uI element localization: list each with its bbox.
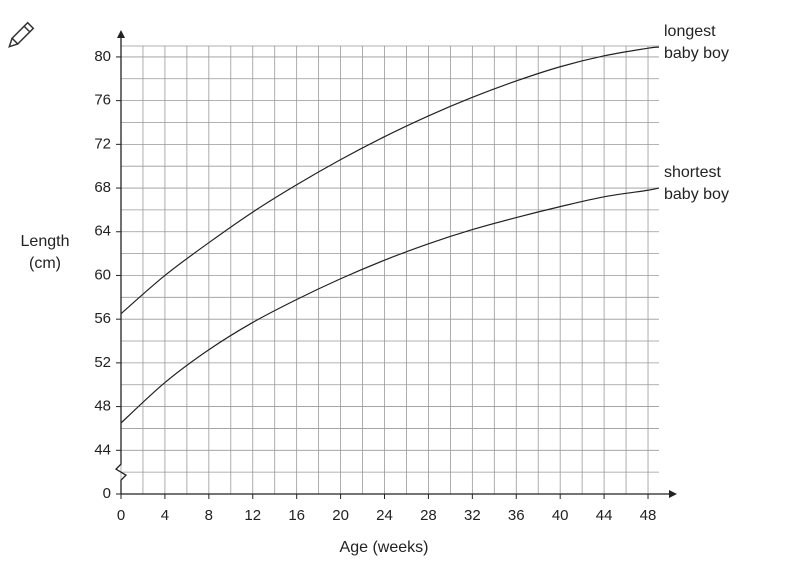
x-tick-label: 24 [376,507,393,524]
x-tick-label: 12 [244,507,261,524]
x-tick-label: 4 [161,507,169,524]
series-label: shortest baby boy [664,164,729,204]
y-tick-label: 64 [94,223,111,240]
y-tick-label: 44 [94,441,111,458]
series-label: longest baby boy [664,23,729,63]
x-tick-label: 32 [464,507,481,524]
y-tick-label: 60 [94,266,111,283]
y-tick-label: 0 [103,485,111,502]
y-tick-label: 72 [94,135,111,152]
x-tick-label: 0 [117,507,125,524]
x-tick-label: 20 [332,507,349,524]
x-tick-label: 44 [596,507,613,524]
x-tick-label: 8 [205,507,213,524]
x-tick-label: 48 [640,507,657,524]
y-tick-label: 56 [94,310,111,327]
y-tick-label: 76 [94,92,111,109]
line-series [120,187,660,424]
line-series [120,46,660,315]
x-tick-label: 40 [552,507,569,524]
x-axis-label: Age (weeks) [339,539,429,556]
x-axis-arrow [669,490,677,498]
pencil-icon [8,21,35,48]
y-tick-label: 52 [94,354,111,371]
y-axis-arrow [117,30,125,38]
y-tick-label: 80 [94,48,111,65]
y-axis-label: Length (cm) [20,233,70,272]
y-tick-label: 68 [94,179,111,196]
x-tick-label: 16 [288,507,305,524]
y-tick-label: 48 [94,398,111,415]
y-axis [114,36,128,494]
x-tick-label: 28 [420,507,437,524]
x-tick-label: 36 [508,507,525,524]
